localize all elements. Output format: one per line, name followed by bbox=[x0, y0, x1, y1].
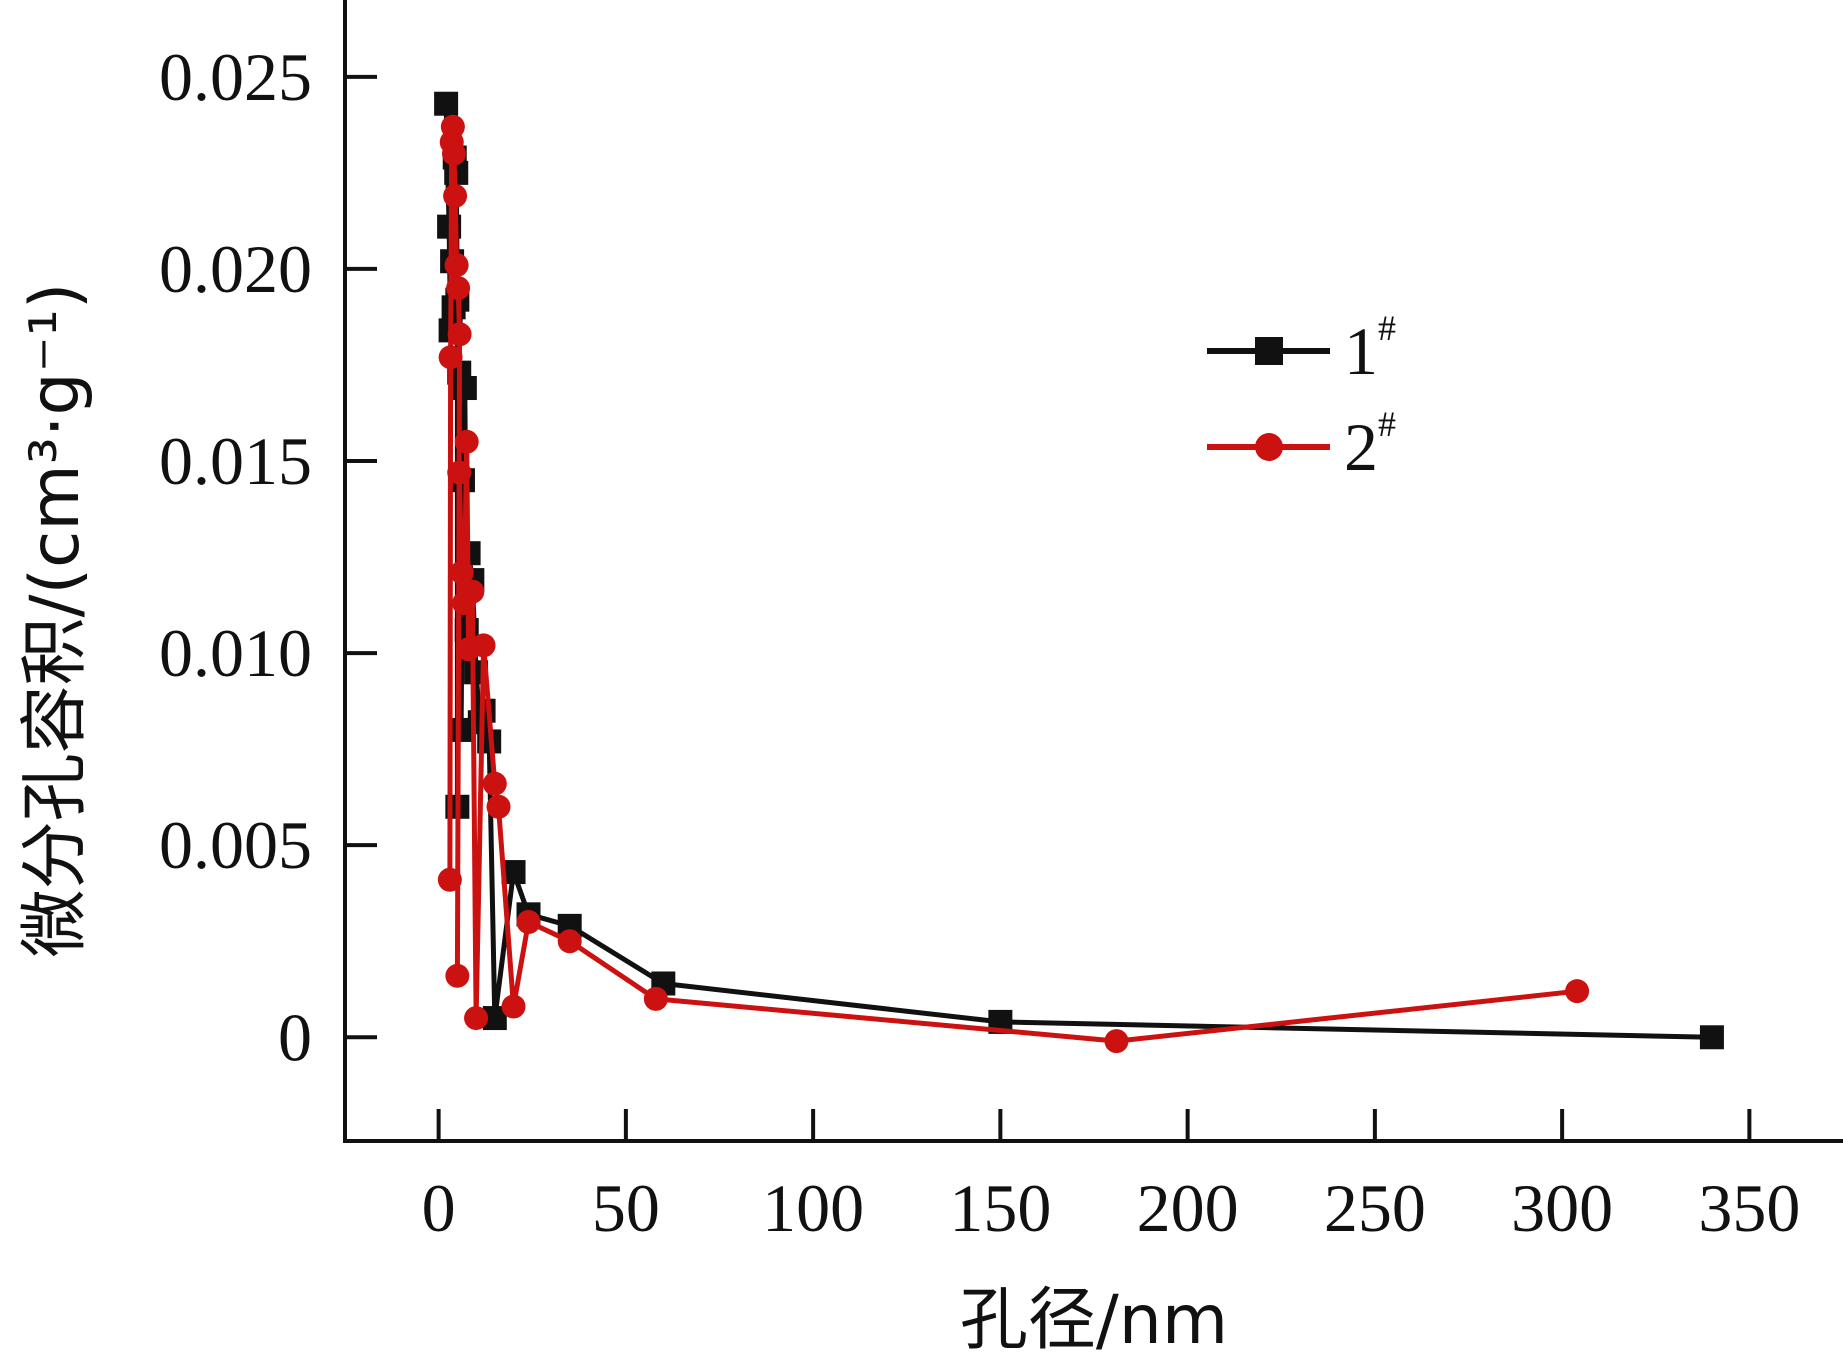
data-point-circle bbox=[643, 986, 668, 1011]
data-point-circle bbox=[454, 429, 479, 454]
data-point-circle bbox=[447, 322, 472, 347]
data-point-square bbox=[1699, 1025, 1724, 1050]
y-tick-label: 0.015 bbox=[159, 423, 312, 499]
x-tick-label: 100 bbox=[762, 1170, 864, 1246]
data-point-circle bbox=[441, 141, 466, 166]
x-tick-label: 250 bbox=[1324, 1170, 1426, 1246]
data-point-square bbox=[452, 376, 477, 401]
data-point-circle bbox=[447, 460, 472, 485]
y-axis-ticks: 0 0.005 0.010 0.015 0.020 0.025 bbox=[159, 39, 377, 1075]
data-point-circle bbox=[1565, 979, 1590, 1004]
legend-item-2: 2# bbox=[1207, 404, 1396, 485]
legend-square-marker bbox=[1255, 337, 1283, 365]
legend-item-1: 1# bbox=[1207, 308, 1396, 389]
y-tick-label: 0.025 bbox=[159, 39, 312, 115]
series-2-line bbox=[447, 124, 1578, 1044]
axes bbox=[343, 0, 1843, 1143]
x-tick-label: 350 bbox=[1698, 1170, 1800, 1246]
data-point-circle bbox=[446, 276, 471, 301]
y-tick-label: 0.005 bbox=[159, 807, 312, 883]
legend: 1# 2# bbox=[1207, 308, 1396, 485]
x-tick-label: 150 bbox=[949, 1170, 1051, 1246]
legend-label: 2# bbox=[1344, 404, 1396, 485]
y-tick-label: 0.020 bbox=[159, 231, 312, 307]
legend-circle-marker bbox=[1255, 433, 1283, 461]
data-point-square bbox=[434, 91, 459, 116]
series-1-line bbox=[443, 103, 1712, 1040]
legend-label-superscript: # bbox=[1378, 404, 1396, 444]
y-tick-label: 0 bbox=[278, 999, 312, 1075]
data-point-circle bbox=[437, 867, 462, 892]
series-2 bbox=[437, 114, 1590, 1054]
data-point-circle bbox=[482, 771, 507, 796]
legend-label-superscript: # bbox=[1378, 308, 1396, 348]
series-layer bbox=[434, 91, 1724, 1054]
data-point-circle bbox=[557, 929, 582, 954]
data-point-circle bbox=[445, 963, 470, 988]
x-axis-label: 孔径/nm bbox=[960, 1281, 1228, 1353]
data-point-circle bbox=[460, 579, 485, 604]
x-tick-label: 50 bbox=[592, 1170, 660, 1246]
data-point-circle bbox=[444, 253, 469, 278]
x-tick-label: 200 bbox=[1137, 1170, 1239, 1246]
x-tick-label: 300 bbox=[1511, 1170, 1613, 1246]
legend-label: 1# bbox=[1344, 308, 1396, 389]
data-point-circle bbox=[486, 794, 511, 819]
data-point-circle bbox=[438, 345, 463, 370]
data-point-circle bbox=[516, 910, 541, 935]
x-tick-label: 0 bbox=[422, 1170, 456, 1246]
data-point-circle bbox=[440, 114, 465, 139]
y-tick-label: 0.010 bbox=[159, 615, 312, 691]
series-1 bbox=[434, 91, 1724, 1050]
data-point-circle bbox=[443, 183, 468, 208]
data-point-circle bbox=[449, 560, 474, 585]
data-point-circle bbox=[501, 994, 526, 1019]
data-point-circle bbox=[464, 1006, 489, 1031]
data-point-circle bbox=[1104, 1029, 1129, 1054]
data-point-circle bbox=[471, 633, 496, 658]
x-axis-ticks: 0 50 100 150 200 250 300 350 bbox=[422, 1109, 1800, 1246]
y-axis-label: 微分孔容积/(cm³·g⁻¹) bbox=[16, 283, 95, 958]
